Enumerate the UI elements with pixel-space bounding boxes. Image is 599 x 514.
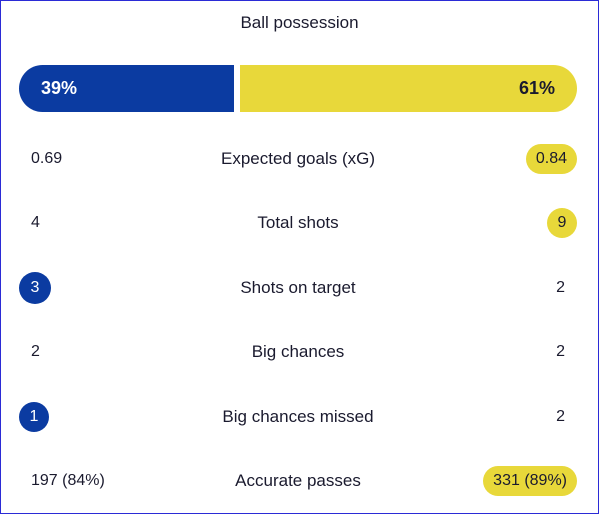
stat-away-highlight: 331 (89%) (483, 466, 577, 496)
stat-home-value: 0.69 (19, 143, 62, 175)
possession-away-segment: 61% (240, 65, 577, 112)
stat-row-accurate-passes: 197 (84%) Accurate passes 331 (89%) (19, 465, 577, 497)
stat-label: Big chances (251, 342, 345, 361)
stat-row-total-shots: 4 Total shots 9 (19, 207, 577, 239)
possession-bar: 39% 61% (19, 65, 577, 112)
stat-home-value: 2 (19, 336, 40, 368)
stat-row-shots-on-target: 3 Shots on target 2 (19, 272, 577, 304)
stat-away-value: 9 (547, 207, 577, 239)
stat-home-highlight: 1 (19, 402, 49, 432)
stat-home-text: 197 (84%) (31, 472, 105, 489)
stat-row-big-chances: 2 Big chances 2 (19, 336, 577, 368)
stat-label: Expected goals (xG) (220, 149, 375, 168)
possession-home-segment: 39% (19, 65, 234, 112)
stat-away-text: 2 (556, 343, 565, 360)
stat-label: Shots on target (240, 278, 356, 297)
stat-home-value: 197 (84%) (19, 465, 105, 497)
stat-home-value: 3 (19, 272, 51, 304)
stat-away-text: 2 (556, 408, 565, 425)
stat-label: Accurate passes (235, 471, 361, 490)
stat-label: Total shots (257, 213, 339, 232)
stat-home-text: 0.69 (31, 150, 63, 167)
stat-away-value: 331 (89%) (483, 465, 577, 497)
stat-away-highlight: 9 (547, 208, 577, 238)
possession-divider (234, 65, 240, 112)
stat-home-text: 2 (31, 343, 40, 360)
stat-away-value: 2 (556, 401, 577, 433)
stat-away-text: 2 (556, 279, 565, 296)
possession-away-value: 61% (518, 78, 555, 98)
stat-home-value: 1 (19, 401, 49, 433)
stat-away-value: 2 (556, 272, 577, 304)
stat-away-value: 2 (556, 336, 577, 368)
stat-away-value: 0.84 (525, 143, 577, 175)
stat-home-text: 4 (31, 214, 40, 231)
possession-home-value: 39% (41, 78, 78, 98)
stat-away-highlight: 0.84 (525, 144, 577, 174)
stat-home-highlight: 3 (19, 272, 51, 304)
stat-home-value: 4 (19, 207, 40, 239)
stat-label: Big chances missed (222, 407, 374, 426)
stat-row-big-chances-missed: 1 Big chances missed 2 (19, 401, 577, 433)
section-title: Ball possession (240, 13, 359, 32)
stat-row-expected-goals: 0.69 Expected goals (xG) 0.84 (19, 143, 577, 175)
